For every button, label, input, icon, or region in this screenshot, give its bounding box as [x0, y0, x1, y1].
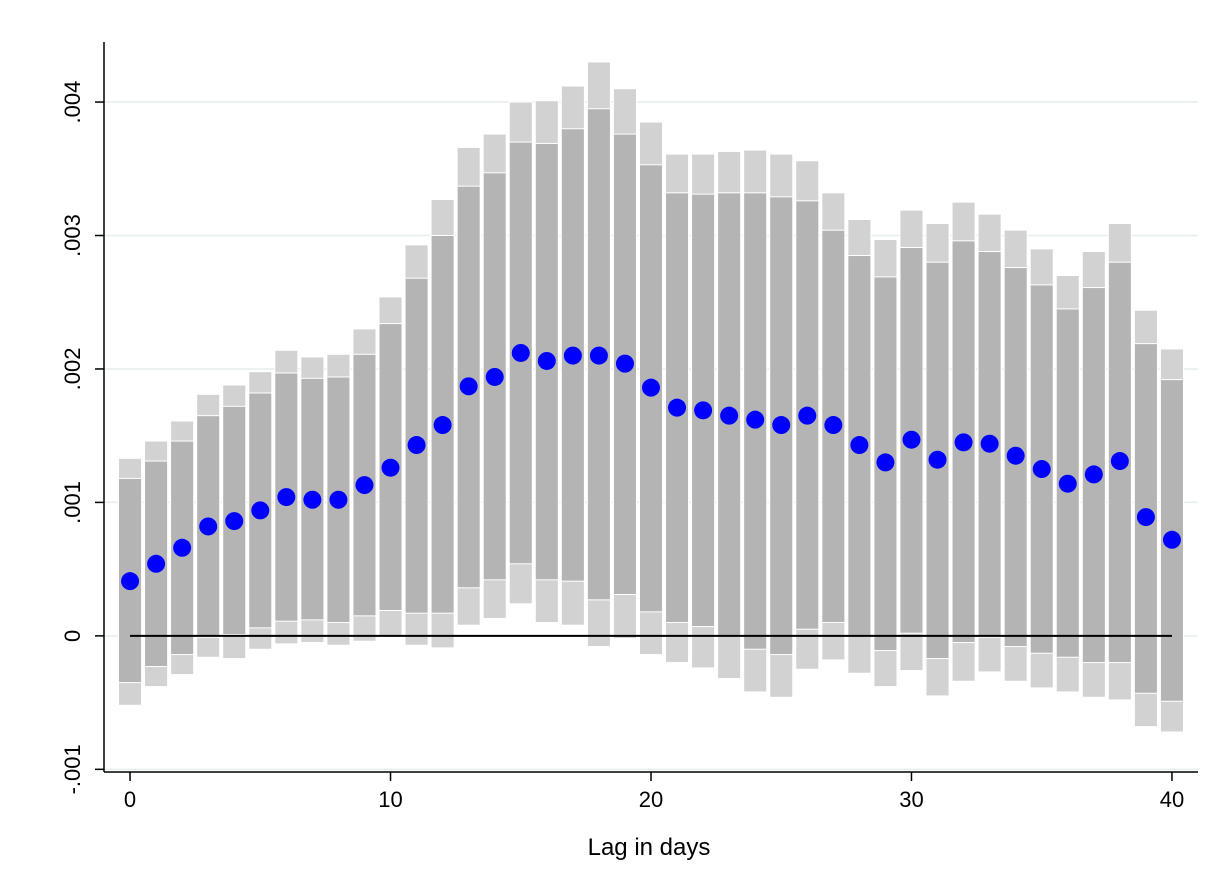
estimate-point-36: [1058, 474, 1077, 493]
x-tick-label-20: 20: [639, 787, 663, 812]
x-tick-label-0: 0: [124, 787, 136, 812]
estimate-point-25: [772, 416, 791, 435]
estimate-point-7: [303, 490, 322, 509]
estimate-point-23: [720, 406, 739, 425]
x-tick-label-40: 40: [1160, 787, 1184, 812]
y-tick-label-0: -.001: [60, 744, 85, 794]
estimate-point-10: [381, 458, 400, 477]
estimate-point-12: [433, 416, 452, 435]
estimate-point-9: [355, 476, 374, 495]
estimate-point-15: [511, 343, 530, 362]
x-axis-title: Lag in days: [588, 834, 711, 861]
estimate-points: [121, 343, 1181, 591]
estimate-point-26: [798, 406, 817, 425]
estimate-point-31: [928, 450, 947, 469]
estimate-point-22: [694, 401, 713, 420]
estimate-point-6: [277, 488, 296, 507]
estimate-point-2: [173, 538, 192, 557]
estimate-point-8: [329, 490, 348, 509]
estimate-point-27: [824, 416, 843, 435]
estimate-point-34: [1006, 446, 1025, 465]
estimate-point-1: [147, 554, 166, 573]
estimate-point-5: [251, 501, 270, 520]
estimate-point-30: [902, 430, 921, 449]
axes: 0 10 20 30 40 -.001 0 .001 .002 .003 .004: [60, 42, 1198, 812]
estimate-point-18: [589, 346, 608, 365]
x-tick-label-30: 30: [899, 787, 923, 812]
y-tick-label-3: .002: [60, 348, 85, 391]
estimate-point-4: [225, 512, 244, 531]
estimate-point-21: [668, 398, 687, 417]
estimate-point-14: [485, 367, 504, 386]
estimate-point-20: [642, 378, 660, 397]
estimate-point-33: [980, 434, 999, 453]
estimate-point-35: [1032, 460, 1051, 479]
estimate-point-0: [121, 572, 140, 591]
estimate-point-37: [1084, 465, 1103, 484]
y-tick-label-2: .001: [60, 481, 85, 524]
y-tick-label-5: .004: [60, 81, 85, 124]
estimate-point-32: [954, 433, 973, 452]
estimate-point-3: [199, 517, 218, 536]
estimate-point-19: [615, 354, 634, 373]
estimate-point-28: [850, 436, 869, 455]
estimate-point-24: [746, 410, 765, 429]
estimate-point-39: [1136, 508, 1155, 527]
y-tick-label-4: .003: [60, 214, 85, 257]
y-tick-label-1: 0: [60, 630, 85, 642]
estimate-point-29: [876, 453, 895, 472]
estimate-point-11: [407, 436, 426, 455]
estimate-point-40: [1162, 530, 1181, 549]
x-tick-label-10: 10: [378, 787, 402, 812]
estimate-point-16: [537, 351, 556, 370]
estimate-point-17: [563, 346, 582, 365]
estimate-point-13: [459, 377, 478, 396]
estimate-point-38: [1110, 452, 1129, 471]
